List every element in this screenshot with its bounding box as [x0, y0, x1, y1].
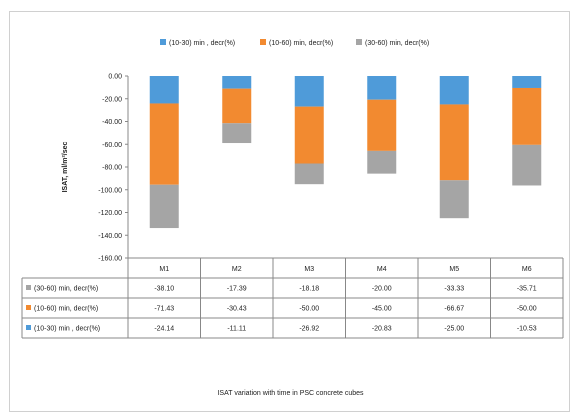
x-category-label: M3 [304, 266, 314, 273]
data-label: -24.14 [154, 326, 174, 333]
table-row-label: (10-60) min, decr(%) [34, 306, 98, 313]
bar [222, 76, 252, 89]
bar [367, 99, 397, 151]
table-row-label: (10-30) min , decr(%) [34, 326, 100, 333]
chart-frame: 0.00 -20.00 -40.00 -60.00 -80.00 -100.00 -120.… [9, 11, 570, 412]
legend-label: (10-30) min , decr(%) [169, 40, 235, 47]
x-category-label: M5 [449, 266, 459, 273]
bar [149, 76, 179, 104]
legend-swatch [160, 39, 166, 45]
bar [149, 184, 179, 229]
data-label: -50.00 [299, 306, 319, 313]
chart-caption: ISAT variation with time in PSC concrete… [217, 390, 364, 397]
y-tick-label: -120.00 [98, 210, 122, 217]
bar [439, 104, 469, 181]
bar [222, 123, 252, 144]
bar [294, 76, 324, 107]
chart-svg: 0.00 -20.00 -40.00 -60.00 -80.00 -100.00 -120.… [21, 39, 564, 339]
y-tick-label: -60.00 [102, 142, 122, 149]
x-category-label: M6 [522, 266, 532, 273]
data-label: -25.00 [444, 326, 464, 333]
data-label: -10.53 [517, 326, 537, 333]
y-tick-label: -100.00 [98, 187, 122, 194]
y-tick-label: -80.00 [102, 165, 122, 172]
data-label: -38.10 [154, 286, 174, 293]
data-label: -17.39 [227, 286, 247, 293]
data-label: -20.83 [372, 326, 392, 333]
bar [222, 88, 252, 124]
legend-label: (10-60) min, decr(%) [269, 40, 333, 47]
table-row-label: (30-60) min, decr(%) [34, 286, 98, 293]
data-label: -50.00 [517, 306, 537, 313]
table-row-swatch [26, 305, 31, 310]
data-label: -33.33 [444, 286, 464, 293]
bar [367, 150, 397, 174]
data-label: -45.00 [372, 306, 392, 313]
data-label: -66.67 [444, 306, 464, 313]
y-tick-label: -160.00 [98, 256, 122, 263]
data-label: -71.43 [154, 306, 174, 313]
data-label: -30.43 [227, 306, 247, 313]
y-tick-label: -140.00 [98, 233, 122, 240]
bar [367, 76, 397, 100]
legend-label: (30-60) min, decr(%) [365, 40, 429, 47]
bar [512, 87, 542, 145]
y-tick-label: -40.00 [102, 119, 122, 126]
data-label: -26.92 [299, 326, 319, 333]
bar [512, 76, 542, 88]
y-tick-label: 0.00 [108, 74, 122, 81]
bar [149, 103, 179, 185]
x-category-label: M4 [377, 266, 387, 273]
y-axis-label: ISAT, ml/m²/sec [62, 141, 69, 192]
x-category-label: M1 [159, 266, 169, 273]
bar [294, 163, 324, 185]
x-category-label: M2 [232, 266, 242, 273]
bar [512, 144, 542, 186]
bar [294, 106, 324, 164]
data-label: -18.18 [299, 286, 319, 293]
table-row-swatch [26, 325, 31, 330]
legend-swatch [260, 39, 266, 45]
table-row-swatch [26, 285, 31, 290]
data-label: -35.71 [517, 286, 537, 293]
data-label: -20.00 [372, 286, 392, 293]
y-tick-label: -20.00 [102, 96, 122, 103]
data-label: -11.11 [227, 326, 246, 333]
bar [439, 180, 469, 219]
bar [439, 76, 469, 105]
legend-swatch [356, 39, 362, 45]
